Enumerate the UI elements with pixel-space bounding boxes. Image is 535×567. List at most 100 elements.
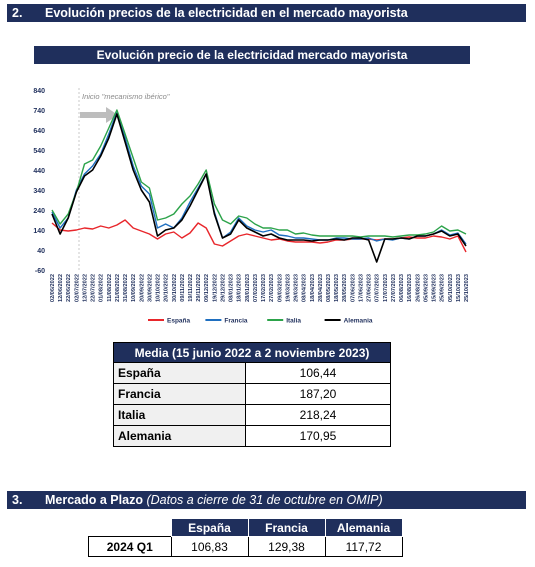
- table-row: Alemania 170,95: [113, 425, 391, 447]
- section-title: Evolución precios de la electricidad en …: [45, 6, 408, 20]
- cell-value: 106,83: [170, 536, 249, 557]
- legend-label: Alemania: [344, 318, 373, 325]
- x-tick-label: 30/10/2022: [172, 274, 178, 302]
- row-label: Alemania: [113, 425, 246, 447]
- x-tick-label: 19/12/2022: [212, 274, 218, 302]
- series-line: [51, 109, 467, 238]
- section-title-main: Mercado a Plazo: [45, 493, 143, 507]
- x-tick-label: 18/01/2023: [237, 274, 243, 302]
- y-tick-label: 840: [33, 88, 45, 95]
- y-tick-label: 140: [33, 228, 45, 235]
- x-tick-label: 22/07/2022: [91, 274, 97, 302]
- x-tick-label: 18/04/2023: [310, 274, 316, 302]
- x-tick-label: 27/07/2023: [391, 274, 397, 302]
- y-tick-label: 40: [37, 248, 45, 255]
- row-value: 170,95: [245, 425, 391, 447]
- x-tick-label: 09/11/2022: [180, 274, 186, 302]
- empty-header-cell: [89, 519, 172, 537]
- table-row: Francia 187,20: [113, 383, 391, 405]
- x-tick-label: 07/02/2023: [253, 274, 259, 302]
- x-tick-label: 27/02/2023: [269, 274, 275, 302]
- y-tick-label: 240: [33, 208, 45, 215]
- cell-value: 117,72: [324, 536, 403, 557]
- x-tick-label: 27/06/2023: [367, 274, 373, 302]
- chart-title: Evolución precio de la electricidad merc…: [34, 46, 470, 64]
- x-tick-label: 22/06/2022: [66, 274, 72, 302]
- annotation-text: Inicio "mecanismo ibérico": [82, 92, 170, 101]
- column-header: España: [170, 518, 249, 537]
- x-tick-label: 15/10/2023: [456, 274, 462, 302]
- x-tick-label: 09/03/2023: [277, 274, 283, 302]
- table-row: 2024 Q1 106,83 129,38 117,72: [88, 536, 403, 557]
- x-tick-label: 08/05/2023: [326, 274, 332, 302]
- legend-label: Francia: [224, 318, 248, 325]
- row-label: 2024 Q1: [88, 536, 172, 557]
- x-tick-label: 07/06/2023: [350, 274, 356, 302]
- x-tick-label: 07/07/2023: [375, 274, 381, 302]
- x-tick-label: 10/09/2022: [131, 274, 137, 302]
- cell-value: 129,38: [247, 536, 326, 557]
- x-tick-label: 20/09/2022: [139, 274, 145, 302]
- section-title: Mercado a Plazo (Datos a cierre de 31 de…: [45, 491, 383, 509]
- y-tick-label: 440: [33, 168, 45, 175]
- series-line: [51, 111, 467, 245]
- x-tick-label: 19/11/2022: [188, 274, 194, 302]
- x-tick-label: 29/11/2022: [196, 274, 202, 302]
- media-table: Media (15 junio 2022 a 2 noviembre 2023)…: [113, 342, 391, 447]
- x-tick-label: 25/10/2023: [464, 274, 470, 302]
- x-tick-label: 09/12/2022: [204, 274, 210, 302]
- x-tick-label: 28/04/2023: [318, 274, 324, 302]
- x-tick-label: 25/09/2023: [440, 274, 446, 302]
- column-header: Alemania: [324, 518, 403, 537]
- x-tick-label: 28/01/2023: [245, 274, 251, 302]
- price-line-chart: 840 740 640 540 440 340 240 140 40 -60 Inicio "mec…: [33, 88, 470, 325]
- annotation-arrow-head: [106, 107, 118, 123]
- series-line: [51, 113, 467, 263]
- x-tick-label: 01/08/2022: [99, 274, 105, 302]
- x-tick-label: 20/10/2022: [164, 274, 170, 302]
- x-tick-label: 11/08/2022: [107, 274, 113, 302]
- row-value: 106,44: [245, 362, 391, 384]
- x-tick-label: 10/10/2022: [156, 274, 162, 302]
- x-tick-label: 12/07/2022: [82, 274, 88, 302]
- y-tick-label: 640: [33, 128, 45, 135]
- media-table-header: Media (15 junio 2022 a 2 noviembre 2023): [113, 342, 391, 363]
- x-tick-label: 02/07/2022: [74, 274, 80, 302]
- x-tick-label: 08/04/2023: [302, 274, 308, 302]
- y-tick-label: 740: [33, 108, 45, 115]
- row-label: España: [113, 362, 246, 384]
- plazo-table: España Francia Alemania 2024 Q1 106,83 1…: [88, 518, 403, 557]
- section-2-header: 2. Evolución precios de la electricidad …: [7, 4, 526, 22]
- annotation-arrow-shaft: [80, 112, 106, 118]
- x-tick-label: 15/09/2023: [432, 274, 438, 302]
- column-header: Francia: [247, 518, 326, 537]
- y-tick-label: 540: [33, 148, 45, 155]
- section-number: 2.: [12, 6, 23, 20]
- x-tick-label: 21/08/2022: [115, 274, 121, 302]
- x-tick-label: 19/03/2023: [285, 274, 291, 302]
- y-tick-label: -60: [35, 268, 45, 275]
- row-value: 218,24: [245, 404, 391, 426]
- table-row: España 106,44: [113, 362, 391, 384]
- x-tick-label: 29/03/2023: [294, 274, 300, 302]
- section-3-header: 3. Mercado a Plazo (Datos a cierre de 31…: [7, 491, 526, 509]
- x-tick-label: 02/06/2022: [50, 274, 56, 302]
- x-tick-label: 18/05/2023: [334, 274, 340, 302]
- section-number: 3.: [12, 493, 23, 507]
- x-tick-label: 29/12/2022: [220, 274, 226, 302]
- row-value: 187,20: [245, 383, 391, 405]
- x-tick-label: 28/05/2023: [342, 274, 348, 302]
- row-label: Italia: [113, 404, 246, 426]
- x-tick-label: 16/08/2023: [407, 274, 413, 302]
- x-tick-label: 17/02/2023: [261, 274, 267, 302]
- section-subtitle: (Datos a cierre de 31 de octubre en OMIP…: [146, 493, 383, 507]
- x-tick-label: 26/08/2023: [415, 274, 421, 302]
- x-tick-label: 17/06/2023: [358, 274, 364, 302]
- legend-label: Italia: [286, 318, 301, 325]
- row-label: Francia: [113, 383, 246, 405]
- x-tick-label: 31/08/2022: [123, 274, 129, 302]
- y-tick-label: 340: [33, 188, 45, 195]
- x-tick-label: 05/09/2023: [423, 274, 429, 302]
- legend-label: España: [167, 318, 191, 325]
- table-row: Italia 218,24: [113, 404, 391, 426]
